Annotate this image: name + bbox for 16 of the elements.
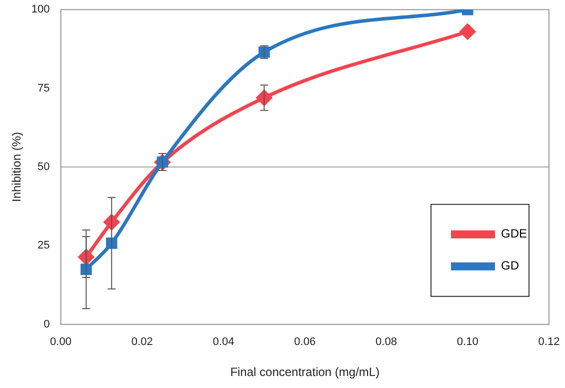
legend-label: GDE xyxy=(501,226,528,241)
x-tick-label: 0.06 xyxy=(294,336,316,348)
x-axis-title: Final concentration (mg/mL) xyxy=(230,365,380,380)
legend-label: GD xyxy=(501,258,520,273)
x-tick-label: 0.04 xyxy=(212,336,234,348)
y-tick-label: 75 xyxy=(38,82,50,94)
x-tick-label: 0.10 xyxy=(456,336,478,348)
x-tick-label: 0.12 xyxy=(538,336,560,348)
y-axis-title: Inhibition (%) xyxy=(10,132,24,202)
x-tick-label: 0.00 xyxy=(50,336,72,348)
y-tick-label: 0 xyxy=(44,318,50,330)
y-tick-label: 100 xyxy=(31,4,50,16)
y-tick-label: 25 xyxy=(38,240,50,252)
x-tick-label: 0.08 xyxy=(376,336,397,348)
x-tick-label: 0.02 xyxy=(131,336,153,348)
y-tick-label: 50 xyxy=(38,161,50,174)
